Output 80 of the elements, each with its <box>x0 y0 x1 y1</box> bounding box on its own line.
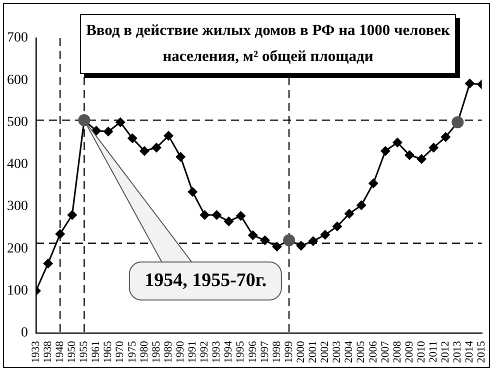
x-tick-label: 1996 <box>246 340 259 363</box>
x-tick-label: 1993 <box>210 340 223 363</box>
x-tick-label: 1992 <box>198 341 211 363</box>
x-tick-label: 2008 <box>391 340 404 363</box>
y-tick-label: 300 <box>7 199 28 214</box>
point <box>332 221 342 232</box>
point <box>464 78 475 89</box>
point <box>380 146 390 156</box>
x-tick-label: 1975 <box>126 340 138 363</box>
x-tick-label: 1933 <box>30 340 42 363</box>
point <box>224 216 234 226</box>
x-tick-label: 1961 <box>90 341 102 363</box>
x-tick-label: 2003 <box>331 340 344 363</box>
point <box>139 146 150 156</box>
point <box>260 235 270 246</box>
x-tick-label: 2002 <box>319 341 332 363</box>
point <box>404 150 415 160</box>
x-tick-label: 1948 <box>54 340 66 363</box>
point <box>103 126 114 137</box>
point <box>236 210 246 221</box>
x-tick-label: 1980 <box>138 340 150 363</box>
point <box>127 133 138 144</box>
x-tick-label: 1938 <box>42 340 54 363</box>
x-tick-label: 1985 <box>150 340 162 363</box>
point <box>392 138 402 148</box>
x-tick-label: 2009 <box>403 340 416 363</box>
y-tick-label: 700 <box>7 30 28 46</box>
x-tick-label: 2004 <box>343 340 356 363</box>
y-tick-label: 100 <box>7 284 28 299</box>
point <box>188 186 198 197</box>
point <box>43 258 54 268</box>
x-tick-label: 1965 <box>102 340 114 363</box>
y-tick-label: 0 <box>21 326 28 341</box>
point <box>416 154 427 164</box>
x-tick-label: 2013 <box>452 340 464 363</box>
point <box>356 200 366 210</box>
x-tick-label: 1998 <box>270 340 283 363</box>
point <box>428 142 439 153</box>
y-tick-label: 200 <box>7 241 28 256</box>
x-tick-label: 2014 <box>464 340 476 363</box>
x-tick-label: 2001 <box>307 341 320 363</box>
point <box>55 228 66 239</box>
x-tick-label: 1989 <box>162 340 174 363</box>
y-tick-label: 600 <box>7 72 28 88</box>
x-tick-label: 1955 <box>78 340 90 363</box>
point <box>344 208 354 219</box>
point <box>164 130 174 141</box>
point <box>200 210 210 220</box>
x-tick-label: 2010 <box>415 340 428 363</box>
point <box>115 117 126 128</box>
x-tick-label: 2011 <box>427 341 440 363</box>
point <box>440 132 451 142</box>
point <box>67 210 78 220</box>
point <box>248 230 258 240</box>
x-tick-label: 2000 <box>294 340 307 363</box>
x-tick-label: 2012 <box>440 341 452 363</box>
y-tick-label: 400 <box>7 157 28 172</box>
x-tick-label: 1999 <box>282 340 295 363</box>
annotation: 1954, 1955-70г. <box>144 270 267 292</box>
point <box>212 210 222 220</box>
point <box>368 178 378 188</box>
point <box>272 242 282 252</box>
x-tick-label: 1994 <box>222 340 235 363</box>
x-tick-label: 1991 <box>186 341 199 363</box>
x-tick-label: 2015 <box>476 340 488 363</box>
x-tick-label: 1997 <box>258 340 271 363</box>
point <box>320 230 330 240</box>
chart-title: Ввод в действие жилых домов в РФ на 1000 человек населения, м² общей площади <box>80 14 456 74</box>
x-tick-label: 1970 <box>114 340 126 363</box>
point <box>176 152 186 162</box>
point <box>296 240 306 251</box>
x-tick-label: 2007 <box>379 340 392 363</box>
x-tick-label: 2005 <box>355 340 368 363</box>
point <box>151 142 162 153</box>
x-tick-label: 1995 <box>234 340 247 363</box>
x-tick-label: 2006 <box>367 340 380 363</box>
x-tick-label: 1990 <box>174 340 186 363</box>
y-tick-label: 500 <box>7 114 28 130</box>
point <box>308 236 318 246</box>
x-tick-label: 1950 <box>66 340 78 363</box>
